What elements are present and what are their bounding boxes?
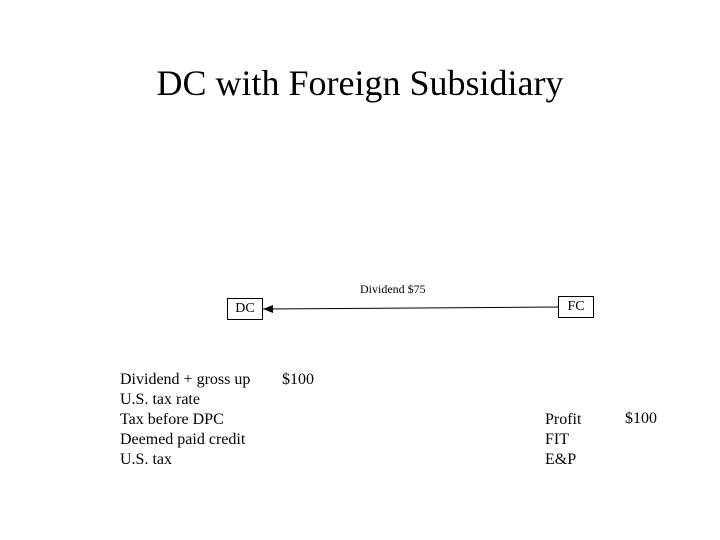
left-row-label: Tax before DPC	[120, 410, 270, 430]
edge-label-dividend: Dividend $75	[360, 282, 426, 297]
left-row: Tax before DPC	[120, 410, 314, 430]
edge-arrowhead	[263, 305, 273, 313]
right-calc-block: ProfitFITE&P	[545, 410, 600, 470]
right-row: FIT	[545, 430, 600, 450]
right-row-label: FIT	[545, 430, 600, 450]
left-row: Dividend + gross up$100	[120, 370, 314, 390]
right-row: Profit	[545, 410, 600, 430]
left-row-value	[270, 410, 282, 430]
left-row-value: $100	[270, 370, 314, 390]
slide-canvas: DC with Foreign Subsidiary DC FC Dividen…	[0, 0, 720, 540]
right-row: E&P	[545, 450, 600, 470]
slide-title: DC with Foreign Subsidiary	[0, 62, 720, 104]
edge-arrow	[253, 297, 568, 319]
right-profit-value: $100	[625, 410, 657, 428]
edge-line	[263, 307, 558, 309]
left-row-value	[270, 430, 282, 450]
left-calc-block: Dividend + gross up$100U.S. tax rateTax …	[120, 370, 314, 470]
left-row: U.S. tax rate	[120, 390, 314, 410]
left-row-label: Dividend + gross up	[120, 370, 270, 390]
right-row-label: E&P	[545, 450, 600, 470]
left-row: U.S. tax	[120, 450, 314, 470]
right-row-label: Profit	[545, 410, 600, 430]
left-row-label: U.S. tax	[120, 450, 270, 470]
left-row-label: U.S. tax rate	[120, 390, 270, 410]
left-row-label: Deemed paid credit	[120, 430, 270, 450]
left-row: Deemed paid credit	[120, 430, 314, 450]
left-row-value	[270, 450, 282, 470]
left-row-value	[270, 390, 282, 410]
